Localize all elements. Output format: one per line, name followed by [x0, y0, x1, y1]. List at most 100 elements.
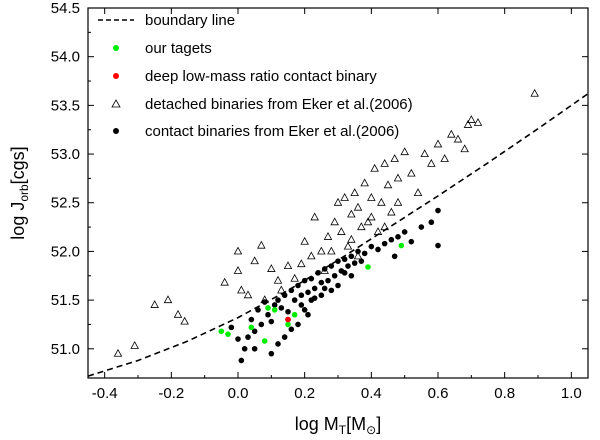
contact-binary-point: [301, 277, 308, 284]
y-tick-label: 51.5: [51, 292, 80, 309]
contact-binary-point: [301, 307, 308, 313]
detached-binary-point: [130, 341, 139, 349]
contact-binary-point: [281, 292, 288, 299]
contact-binary-point: [401, 229, 408, 235]
detached-binary-point: [323, 231, 333, 240]
detached-binary-point: [310, 212, 319, 221]
contact-binary-point: [268, 350, 275, 357]
detached-binary-point: [453, 134, 463, 143]
detached-binary-point: [447, 129, 456, 138]
contact-binary-point: [261, 299, 268, 305]
contact-binary-point: [358, 258, 365, 264]
detached-binary-point: [460, 144, 469, 153]
detached-binary-point: [357, 222, 366, 231]
x-tick-label: 0.6: [428, 385, 449, 402]
detached-binary-point: [367, 193, 376, 201]
contact-binary-point: [278, 305, 285, 311]
detached-binary-point: [427, 158, 436, 167]
data-points-layer: [113, 88, 539, 364]
contact-binary-point: [355, 248, 361, 255]
contact-binary-point: [285, 308, 291, 315]
contact-binary-point: [265, 311, 271, 318]
target-point: [365, 264, 371, 270]
detached-binary-point: [387, 207, 396, 216]
boundary-line: [87, 93, 589, 377]
contact-binary-point: [391, 253, 398, 260]
detached-binary-point: [380, 222, 389, 231]
detached-binary-point: [393, 173, 403, 182]
detached-binary-point: [367, 212, 376, 221]
contact-binary-point: [291, 297, 298, 303]
detached-binary-point: [530, 88, 539, 97]
detached-binary-point: [257, 240, 266, 249]
contact-binary-point: [328, 287, 335, 294]
legend-label-targets: our tagets: [145, 40, 212, 57]
contact-binary-point: [305, 289, 311, 296]
detached-binary-point: [290, 273, 299, 282]
contact-binary-point: [311, 295, 318, 301]
contact-binary-point: [281, 334, 288, 340]
detached-binary-point: [243, 290, 253, 299]
detached-binary-point: [390, 154, 399, 162]
legend-label-boundary: boundary line: [145, 12, 235, 29]
detached-binary-point: [163, 295, 173, 304]
legend: boundary line our tagets deep low-mass r…: [98, 12, 413, 140]
contact-binary-point: [328, 263, 335, 269]
x-axis-title: log MT[M⊙]: [295, 414, 381, 437]
detached-binary-point: [467, 115, 476, 123]
contact-binary-point: [275, 341, 281, 347]
detached-binary-point: [307, 251, 316, 260]
detached-binary-point: [363, 217, 373, 226]
x-tick-label: -0.4: [92, 385, 118, 402]
contact-binary-point: [331, 272, 338, 279]
contact-binary-point: [351, 260, 358, 266]
target-point: [265, 305, 271, 311]
detached-binary-point: [327, 246, 336, 255]
detached-binary-point: [347, 209, 356, 218]
target-point: [218, 328, 225, 335]
contact-binary-point: [435, 207, 441, 214]
detached-binary-point: [370, 163, 379, 172]
x-tick-label: 0.0: [228, 385, 249, 402]
contact-binary-point: [348, 272, 355, 279]
legend-green-dot-icon: [113, 45, 119, 51]
contact-binary-point: [408, 238, 415, 245]
contact-binary-point: [341, 256, 348, 263]
detached-binary-point: [473, 118, 483, 126]
series-circle-filled: [228, 207, 441, 364]
contact-binary-point: [228, 324, 235, 331]
detached-binary-point: [267, 264, 276, 272]
detached-binary-point: [333, 197, 343, 206]
detached-binary-point: [343, 241, 353, 250]
contact-binary-point: [295, 282, 301, 289]
contact-binary-point: [251, 328, 258, 335]
contact-binary-point: [335, 258, 341, 264]
contact-binary-point: [311, 285, 318, 292]
target-point: [291, 311, 298, 318]
contact-binary-point: [325, 277, 331, 284]
target-point: [398, 242, 405, 249]
contact-binary-point: [288, 287, 295, 294]
x-tick-label: 0.4: [361, 385, 382, 402]
y-tick-label: 53.0: [51, 146, 80, 163]
detached-binary-point: [220, 277, 229, 286]
y-tick-label: 51.0: [51, 341, 80, 358]
x-tick-label: 0.8: [494, 385, 515, 402]
contact-binary-point: [315, 270, 321, 276]
contact-binary-point: [235, 336, 241, 342]
detached-binary-point: [233, 266, 243, 274]
y-axis-title: log Jorb[cgs]: [8, 146, 31, 239]
target-point: [248, 324, 255, 331]
contact-binary-point: [275, 297, 281, 303]
contact-binary-point: [361, 250, 368, 257]
detached-binary-point: [173, 309, 183, 318]
detached-binary-point: [380, 158, 389, 167]
contact-binary-point: [428, 219, 435, 226]
detached-binary-point: [273, 275, 283, 284]
detached-binary-point: [393, 197, 403, 206]
detached-binary-point: [330, 217, 339, 226]
x-tick-label: -0.2: [158, 385, 184, 402]
contact-binary-point: [335, 282, 341, 289]
contact-binary-point: [268, 318, 275, 325]
